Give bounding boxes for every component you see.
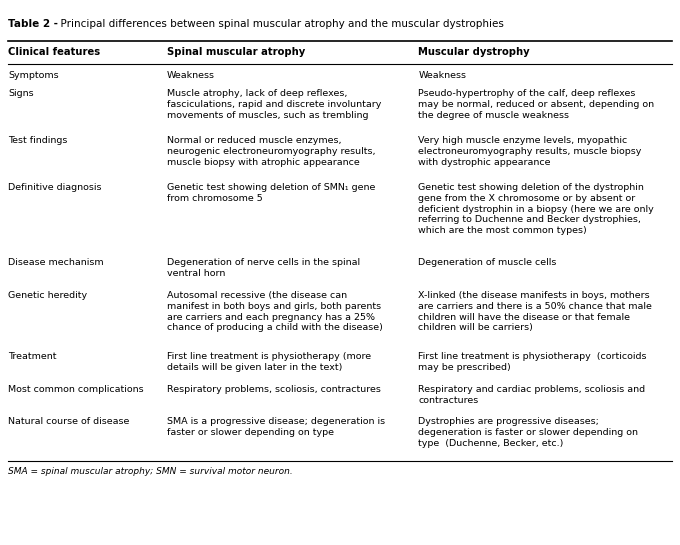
Text: First line treatment is physiotherapy (more
details will be given later in the t: First line treatment is physiotherapy (m… xyxy=(167,352,371,372)
Text: Disease mechanism: Disease mechanism xyxy=(8,258,104,268)
Text: Clinical features: Clinical features xyxy=(8,47,100,57)
Text: Pseudo-hypertrophy of the calf, deep reflexes
may be normal, reduced or absent, : Pseudo-hypertrophy of the calf, deep ref… xyxy=(418,89,654,120)
Text: Genetic test showing deletion of SMN₁ gene
from chromosome 5: Genetic test showing deletion of SMN₁ ge… xyxy=(167,183,375,203)
Text: SMA = spinal muscular atrophy; SMN = survival motor neuron.: SMA = spinal muscular atrophy; SMN = sur… xyxy=(8,468,293,476)
Text: Genetic test showing deletion of the dystrophin
gene from the X chromosome or by: Genetic test showing deletion of the dys… xyxy=(418,183,654,235)
Text: Genetic heredity: Genetic heredity xyxy=(8,291,87,300)
Text: Autosomal recessive (the disease can
manifest in both boys and girls, both paren: Autosomal recessive (the disease can man… xyxy=(167,291,382,332)
Text: Degeneration of nerve cells in the spinal
ventral horn: Degeneration of nerve cells in the spina… xyxy=(167,258,360,278)
Text: SMA is a progressive disease; degeneration is
faster or slower depending on type: SMA is a progressive disease; degenerati… xyxy=(167,417,385,437)
Text: Very high muscle enzyme levels, myopathic
electroneuromyography results, muscle : Very high muscle enzyme levels, myopathi… xyxy=(418,136,641,167)
Text: Natural course of disease: Natural course of disease xyxy=(8,417,129,427)
Text: Respiratory problems, scoliosis, contractures: Respiratory problems, scoliosis, contrac… xyxy=(167,385,381,394)
Text: Definitive diagnosis: Definitive diagnosis xyxy=(8,183,102,192)
Text: Most common complications: Most common complications xyxy=(8,385,143,394)
Text: Signs: Signs xyxy=(8,89,34,99)
Text: Normal or reduced muscle enzymes,
neurogenic electroneuromyography results,
musc: Normal or reduced muscle enzymes, neurog… xyxy=(167,136,375,167)
Text: First line treatment is physiotherapy  (corticoids
may be prescribed): First line treatment is physiotherapy (c… xyxy=(418,352,647,372)
Text: Respiratory and cardiac problems, scoliosis and
contractures: Respiratory and cardiac problems, scolio… xyxy=(418,385,645,404)
Text: Test findings: Test findings xyxy=(8,136,67,146)
Text: Muscular dystrophy: Muscular dystrophy xyxy=(418,47,530,57)
Text: Dystrophies are progressive diseases;
degeneration is faster or slower depending: Dystrophies are progressive diseases; de… xyxy=(418,417,639,448)
Text: Table 2 -: Table 2 - xyxy=(8,19,62,29)
Text: Spinal muscular atrophy: Spinal muscular atrophy xyxy=(167,47,305,57)
Text: Muscle atrophy, lack of deep reflexes,
fasciculations, rapid and discrete involu: Muscle atrophy, lack of deep reflexes, f… xyxy=(167,89,381,120)
Text: Treatment: Treatment xyxy=(8,352,56,361)
Text: Degeneration of muscle cells: Degeneration of muscle cells xyxy=(418,258,556,268)
Text: Symptoms: Symptoms xyxy=(8,71,58,80)
Text: Weakness: Weakness xyxy=(167,71,215,80)
Text: Weakness: Weakness xyxy=(418,71,466,80)
Text: Principal differences between spinal muscular atrophy and the muscular dystrophi: Principal differences between spinal mus… xyxy=(54,19,505,29)
Text: X-linked (the disease manifests in boys, mothers
are carriers and there is a 50%: X-linked (the disease manifests in boys,… xyxy=(418,291,652,332)
